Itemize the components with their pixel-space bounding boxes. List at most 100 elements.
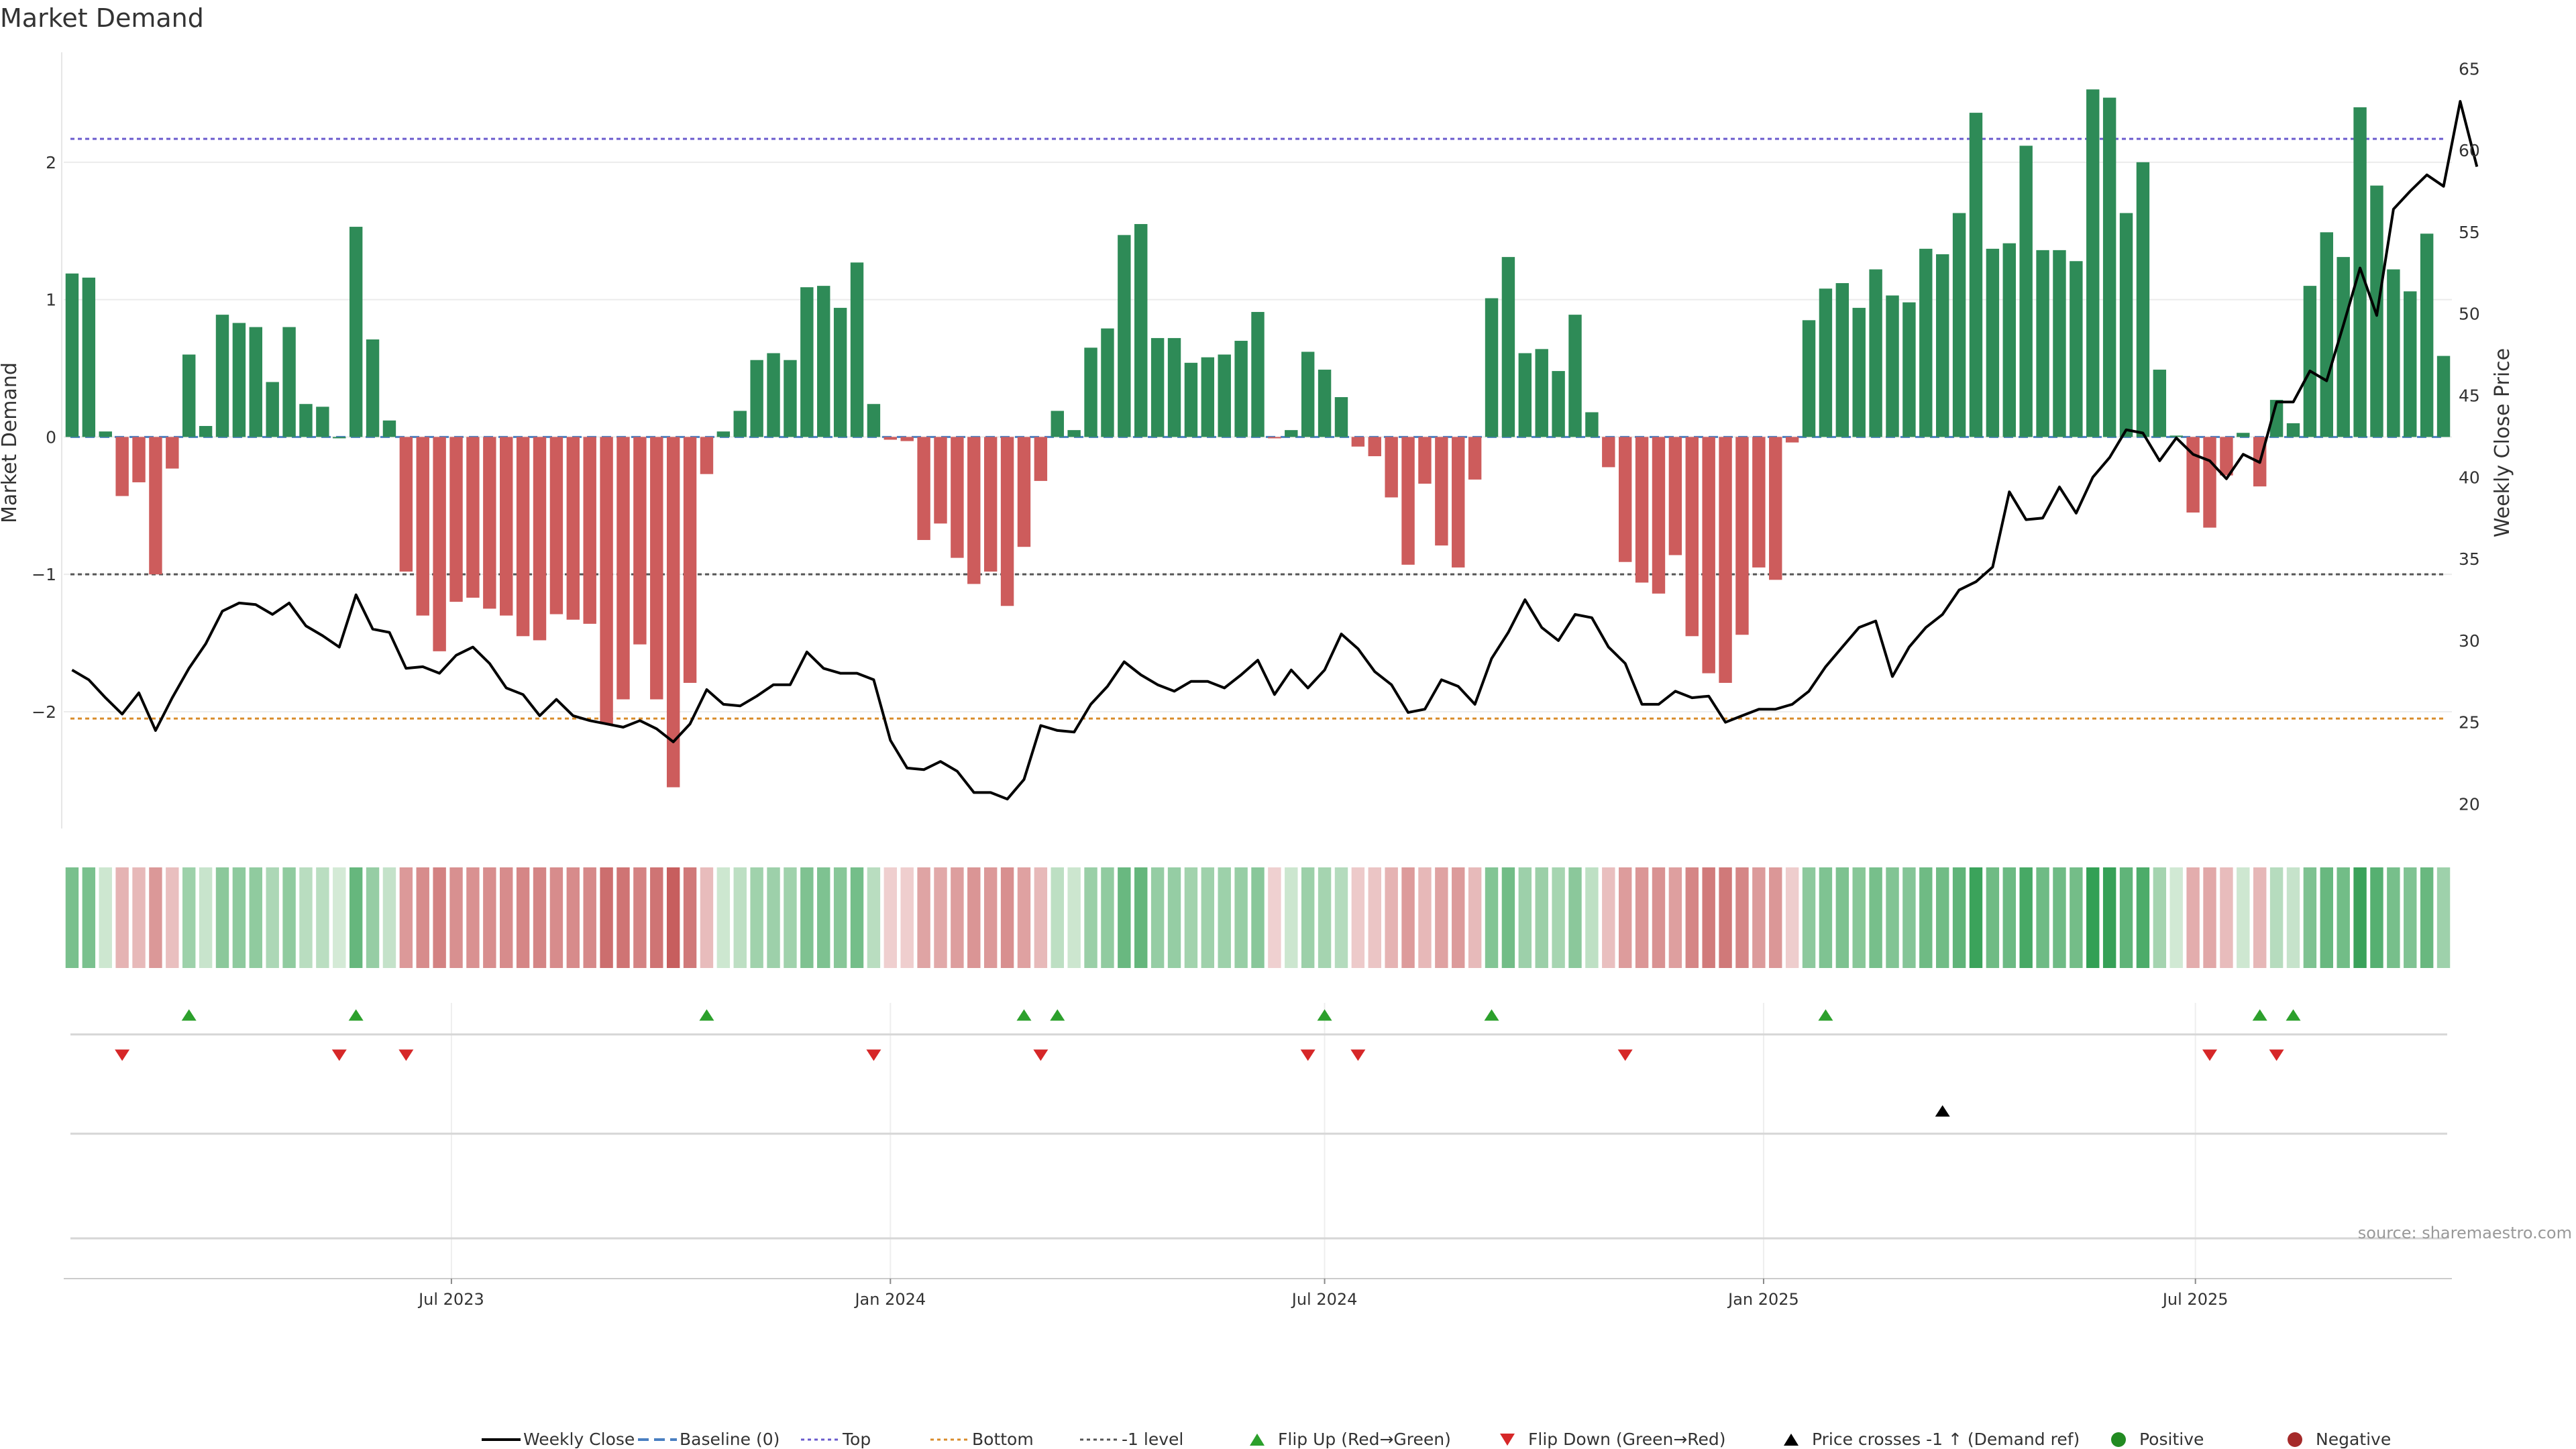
demand-bar	[1385, 437, 1398, 498]
x-tick-label: Jul 2025	[2161, 1290, 2229, 1309]
heatmap-cell	[934, 867, 947, 968]
legend-label: Flip Down (Green→Red)	[1528, 1430, 1726, 1449]
demand-bar	[1719, 437, 1732, 683]
heatmap-cell	[2153, 867, 2167, 968]
demand-bar	[1602, 437, 1615, 468]
demand-bar	[2203, 437, 2216, 528]
demand-bar	[1769, 437, 1782, 580]
event-markers-panel	[70, 1009, 2447, 1240]
flip-down-marker	[1033, 1049, 1049, 1061]
left-tick-label: 2	[46, 153, 56, 172]
price-cross-marker	[1935, 1105, 1950, 1117]
flip-down-marker	[866, 1049, 881, 1061]
demand-bar	[1802, 320, 1816, 437]
demand-bar	[282, 327, 296, 437]
demand-bar	[2387, 269, 2400, 437]
legend-label: Top	[842, 1430, 871, 1449]
heatmap-cell	[266, 867, 279, 968]
left-tick-label: −1	[32, 565, 56, 584]
demand-bar	[1452, 437, 1465, 568]
heatmap-cell	[1368, 867, 1381, 968]
heatmap-cell	[1919, 867, 1933, 968]
heatmap-cell	[1769, 867, 1782, 968]
heatmap-cell	[917, 867, 930, 968]
flip-down-marker	[1350, 1049, 1366, 1061]
heatmap-cell	[583, 867, 596, 968]
demand-bar	[249, 327, 263, 437]
heatmap-cell	[1067, 867, 1081, 968]
demand-bar	[2036, 250, 2049, 437]
right-tick-label: 20	[2459, 794, 2480, 814]
demand-bar	[1886, 295, 1899, 437]
heatmap-cell	[2286, 867, 2300, 968]
heatmap-cell	[2203, 867, 2216, 968]
heatmap-cell	[1618, 867, 1632, 968]
demand-bar	[132, 437, 146, 482]
demand-bar	[850, 262, 864, 437]
demand-bar	[1652, 437, 1666, 594]
demand-bar	[1084, 347, 1097, 437]
demand-bar	[666, 437, 680, 788]
heatmap-cell	[182, 867, 196, 968]
demand-bar	[2404, 291, 2417, 437]
right-tick-label: 35	[2459, 549, 2480, 569]
legend-label: Price crosses -1 ↑ (Demand ref)	[1812, 1430, 2080, 1449]
demand-bar	[2153, 370, 2167, 437]
legend-label: Baseline (0)	[680, 1430, 780, 1449]
heatmap-cell	[1568, 867, 1582, 968]
demand-bar	[1251, 312, 1265, 437]
demand-bar	[299, 404, 313, 437]
demand-bar	[700, 437, 714, 474]
heatmap-cell	[1969, 867, 1983, 968]
heatmap-cell	[1819, 867, 1833, 968]
demand-bar	[833, 307, 847, 437]
right-axis-label: Weekly Close Price	[2491, 348, 2514, 537]
heatmap-cell	[1935, 867, 1949, 968]
heatmap-cell	[2420, 867, 2434, 968]
heatmap-cell	[1952, 867, 1966, 968]
demand-bar	[349, 227, 363, 437]
demand-bar	[583, 437, 596, 624]
heatmap-cell	[1334, 867, 1348, 968]
heatmap-cell	[2404, 867, 2417, 968]
demand-bar	[2420, 233, 2434, 437]
heatmap-cell	[967, 867, 981, 968]
demand-bar	[1051, 411, 1064, 437]
demand-bar	[1101, 328, 1114, 437]
demand-bar	[382, 420, 396, 437]
demand-bar	[1952, 213, 1966, 437]
demand-bar	[1969, 113, 1983, 437]
heatmap-cell	[2320, 867, 2333, 968]
legend-label: Negative	[2316, 1430, 2391, 1449]
right-tick-label: 55	[2459, 223, 2480, 242]
demand-bar	[1902, 302, 1916, 437]
demand-bar	[1518, 353, 1532, 437]
heatmap-cell	[2136, 867, 2150, 968]
demand-bar	[1401, 437, 1415, 565]
demand-bar	[817, 286, 830, 437]
demand-bar	[1685, 437, 1699, 637]
demand-bar	[466, 437, 480, 598]
heatmap-cell	[82, 867, 96, 968]
heatmap-cell	[784, 867, 797, 968]
demand-bar	[2102, 97, 2116, 437]
demand-bar	[333, 437, 346, 439]
demand-bar	[1702, 437, 1715, 674]
right-tick-label: 25	[2459, 713, 2480, 733]
demand-bar	[549, 437, 564, 614]
demand-bar	[1184, 362, 1198, 437]
flip-up-marker	[2286, 1009, 2301, 1021]
demand-bar	[2303, 286, 2317, 437]
demand-bar	[716, 431, 731, 437]
heatmap-cell	[566, 867, 580, 968]
heatmap-cell	[733, 867, 747, 968]
heatmap-cell	[416, 867, 429, 968]
heatmap-cell	[867, 867, 881, 968]
demand-bar	[2053, 250, 2066, 437]
flip-up-marker	[1016, 1009, 1032, 1021]
demand-bar	[1218, 354, 1231, 437]
heatmap-cell	[1585, 867, 1599, 968]
flip-up-marker	[1818, 1009, 1833, 1021]
heatmap-cell	[633, 867, 647, 968]
heatmap-cell	[616, 867, 630, 968]
